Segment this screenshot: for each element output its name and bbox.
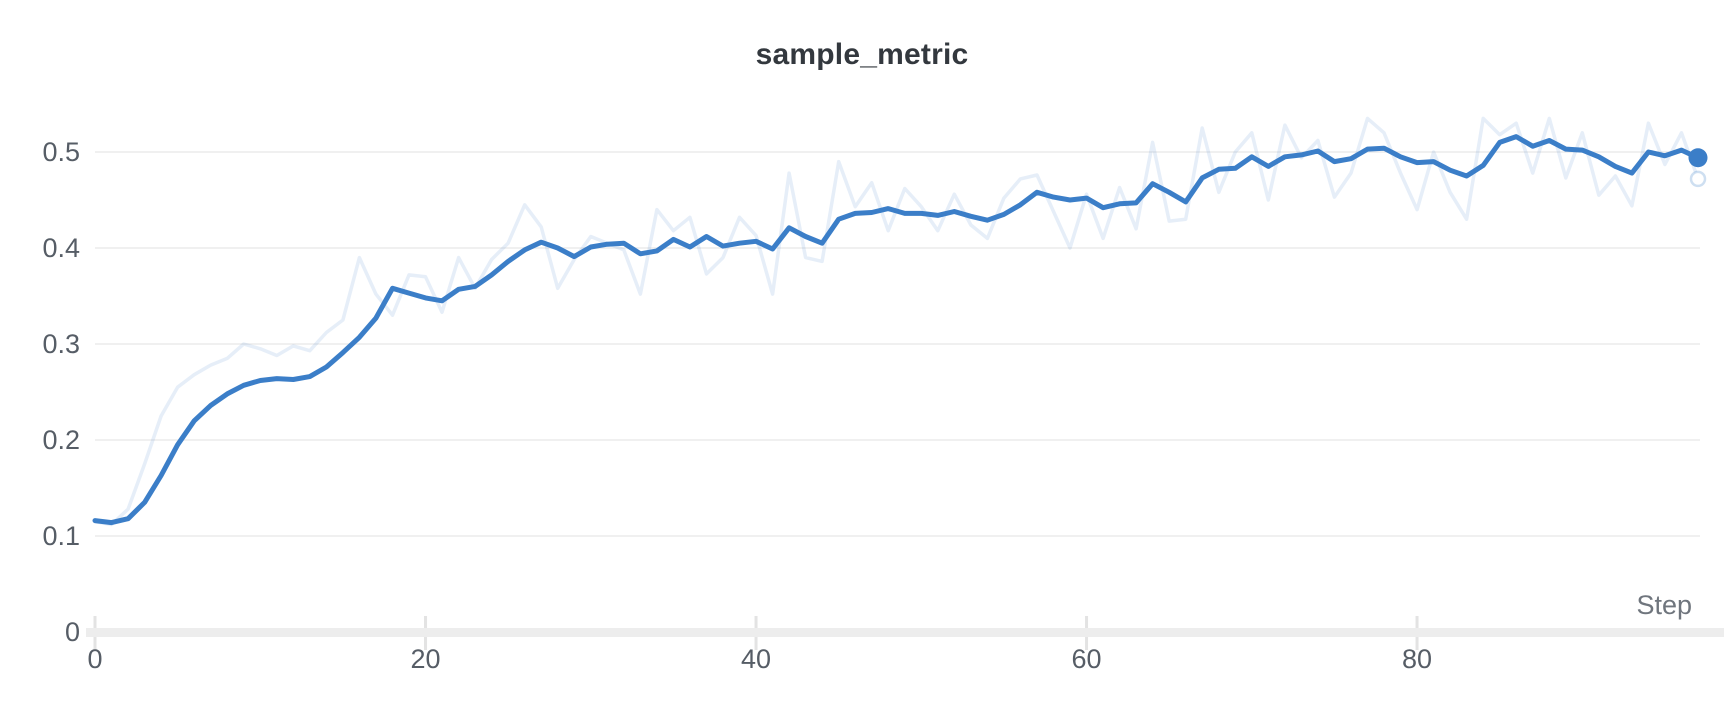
y-axis-tick-label: 0.1 (42, 521, 80, 551)
y-axis-tick-label: 0.4 (42, 233, 80, 263)
chart-title: sample_metric (755, 38, 969, 71)
x-axis-tick-label: 80 (1402, 644, 1432, 674)
x-axis-tick-label: 60 (1072, 644, 1102, 674)
x-axis-tick-label: 40 (741, 644, 771, 674)
last-original-point-marker (1689, 170, 1707, 188)
y-axis-tick-label: 0.3 (42, 329, 80, 359)
smoothed-series-line (92, 134, 1701, 526)
last-smoothed-point-marker[interactable] (1688, 148, 1708, 168)
y-axis-tick-label: 0 (65, 617, 80, 647)
y-axis-tick-label: 0.2 (42, 425, 80, 455)
original-series-line (93, 116, 1700, 527)
x-axis-title: Step (1636, 590, 1692, 620)
x-axis-tick-label: 0 (87, 644, 102, 674)
y-axis-tick-label: 0.5 (42, 137, 80, 167)
axis-baseline (86, 628, 1724, 637)
x-axis-tick-label: 20 (410, 644, 440, 674)
